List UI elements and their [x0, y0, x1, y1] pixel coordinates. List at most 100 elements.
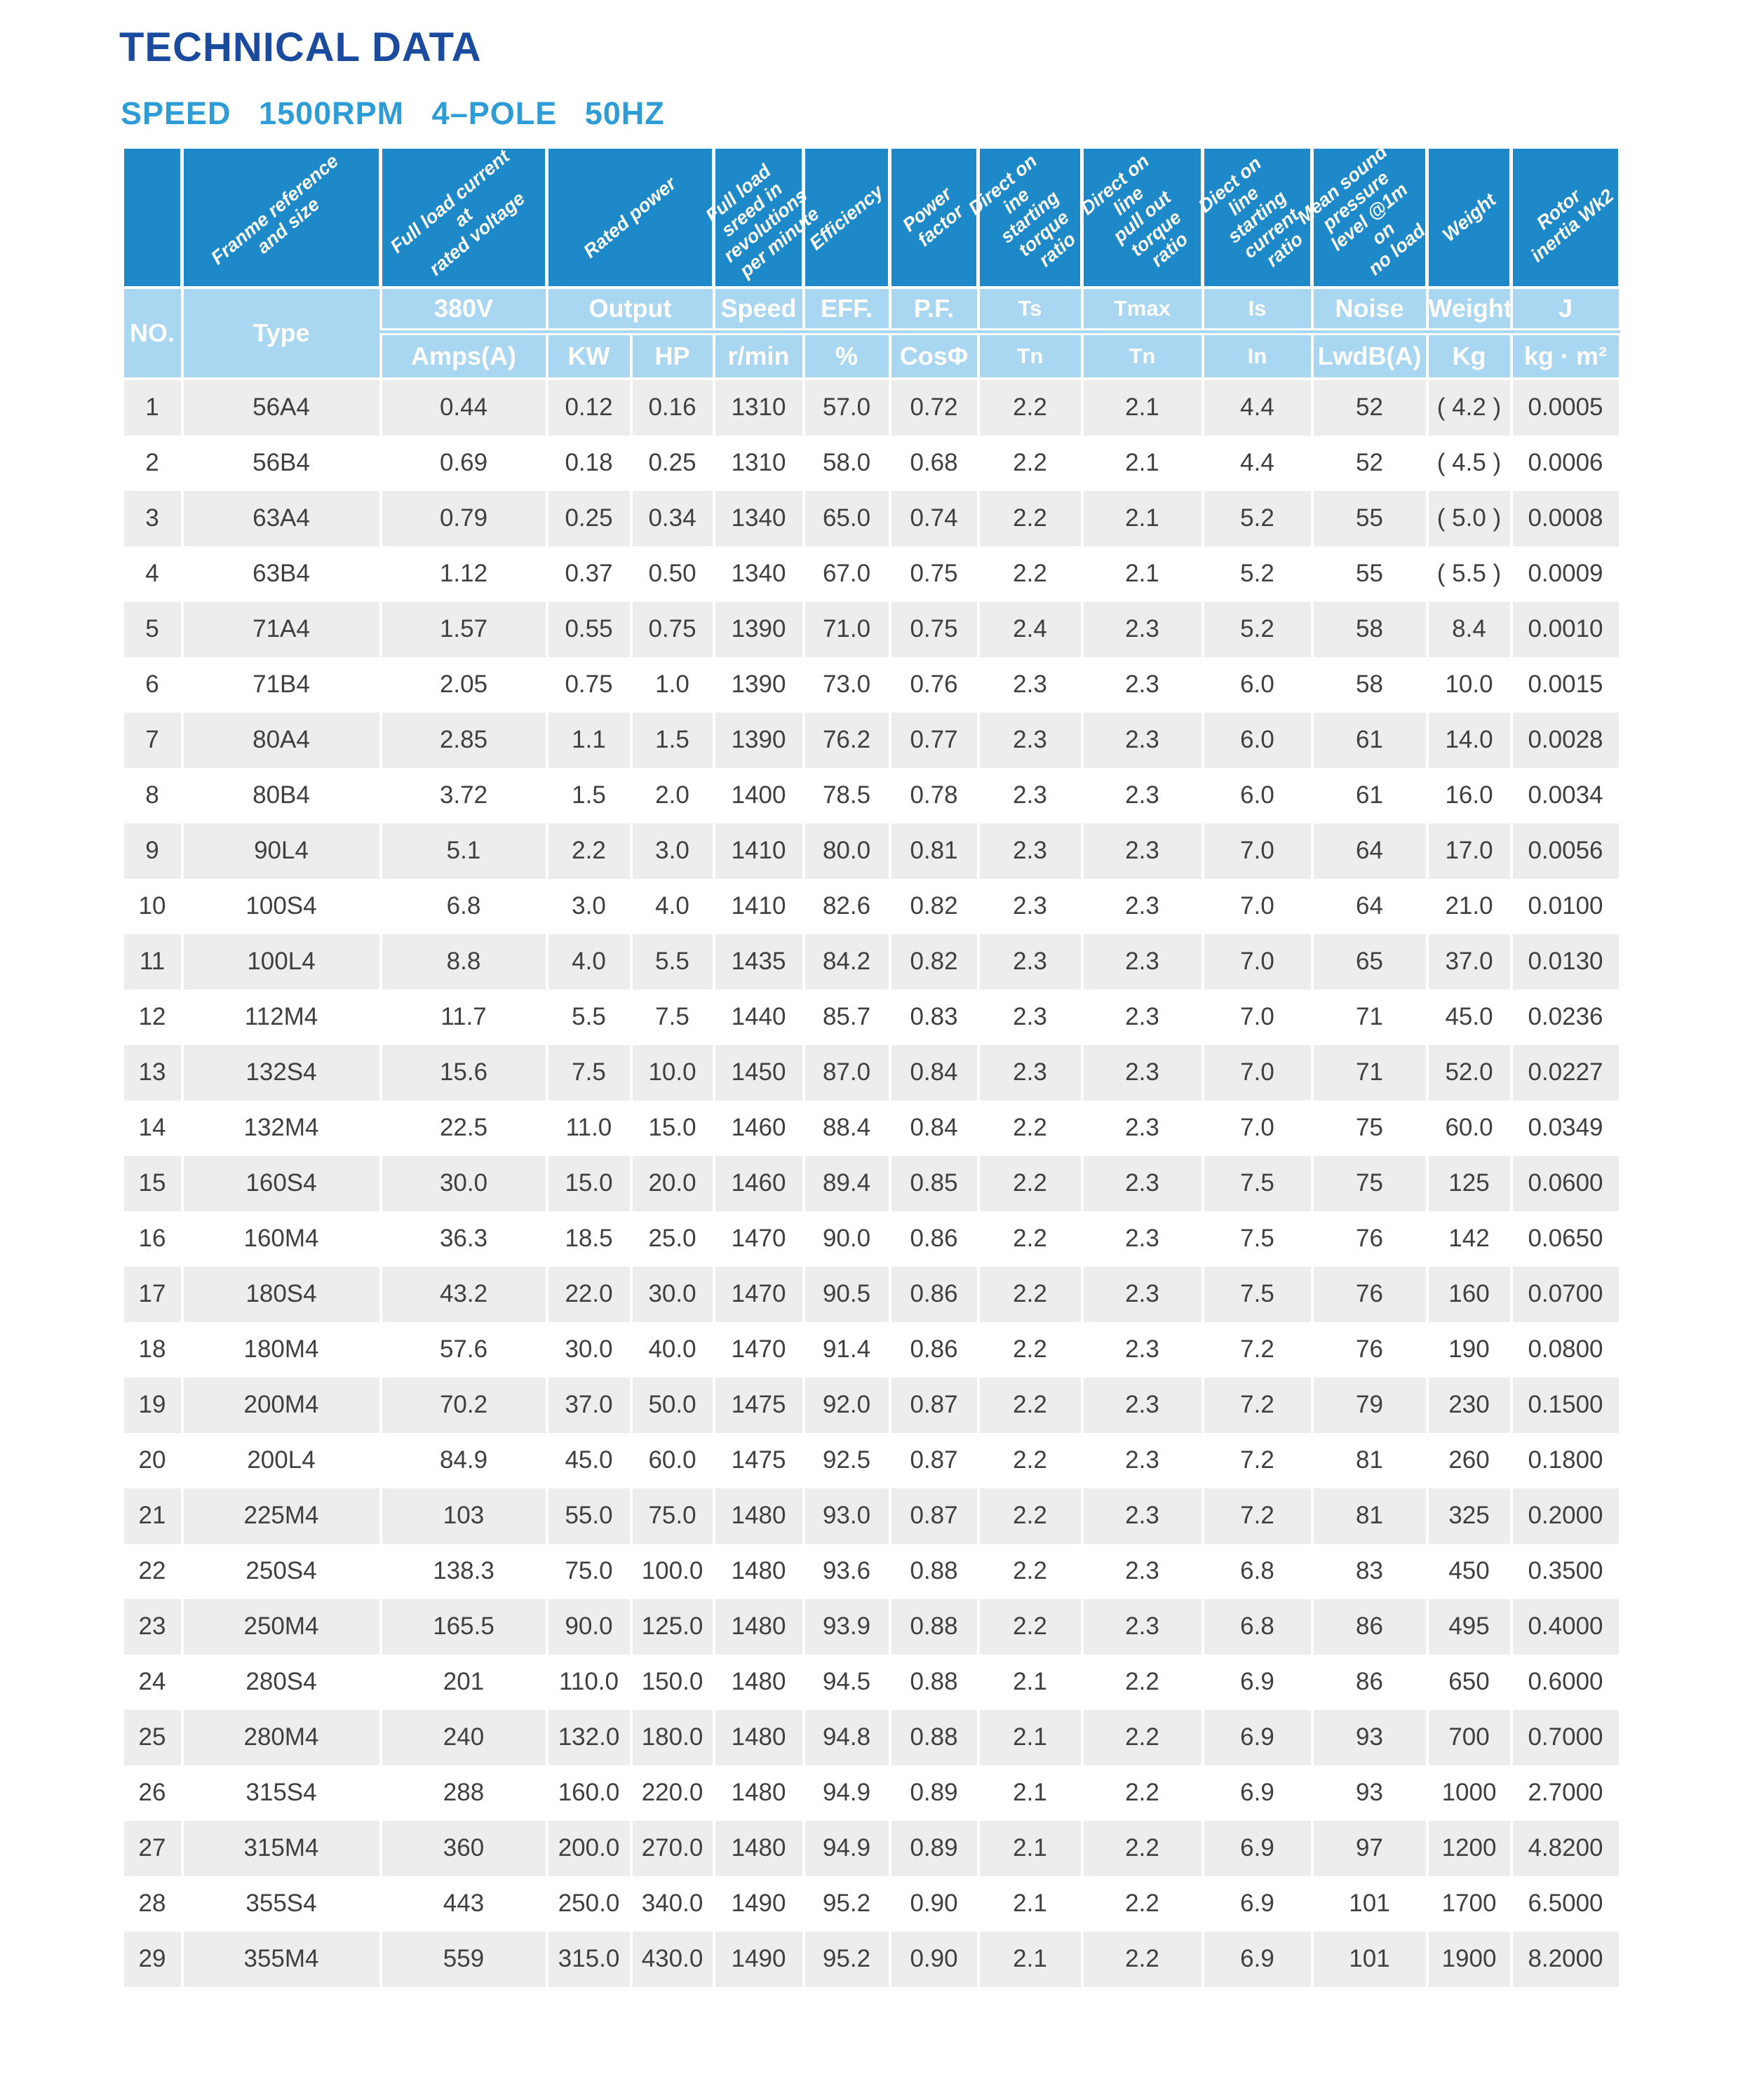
cell-type: 100L4	[180, 934, 382, 990]
cell-weight: 450	[1425, 1544, 1513, 1599]
cell-no: 14	[121, 1100, 184, 1156]
cell-pf: 0.87	[888, 1378, 980, 1433]
cell-ts: 2.2	[976, 546, 1084, 602]
cell-weight: 1900	[1425, 1932, 1513, 1987]
cell-noise: 76	[1310, 1267, 1429, 1322]
cell-hp: 0.34	[629, 491, 715, 546]
cell-weight: 142	[1425, 1211, 1513, 1267]
cell-pf: 0.85	[888, 1156, 980, 1211]
cell-weight: 1200	[1425, 1821, 1513, 1876]
cell-speed: 1490	[712, 1876, 805, 1932]
cell-amps: 0.79	[379, 491, 548, 546]
cell-j: 0.0015	[1509, 657, 1622, 713]
table-row: 3 63A4 0.79 0.25 0.34 1340 65.0 0.74 2.2 2.1 5.2 55…	[121, 491, 1622, 546]
header-pull-out-torque: Direct on line pull out torque ratio	[1077, 149, 1204, 289]
cell-eff: 95.2	[802, 1932, 891, 1987]
cell-weight: 230	[1425, 1378, 1513, 1433]
cell-hp: 3.0	[629, 823, 715, 879]
cell-type: 315M4	[180, 1821, 382, 1876]
cell-ts: 2.1	[976, 1655, 1084, 1710]
cell-pf: 0.75	[888, 546, 980, 602]
cell-weight: 37.0	[1425, 934, 1513, 990]
cell-is: 6.9	[1201, 1932, 1314, 1987]
cell-ts: 2.3	[976, 713, 1084, 768]
cell-j: 0.7000	[1509, 1710, 1622, 1765]
cell-no: 25	[121, 1710, 184, 1765]
header-starting-current: Diect on line starting current ratio	[1194, 149, 1314, 289]
cell-hp: 100.0	[629, 1544, 715, 1599]
cell-speed: 1440	[712, 990, 805, 1045]
cell-kw: 90.0	[545, 1599, 633, 1655]
table-row: 20 200L4 84.9 45.0 60.0 1475 92.5 0.87 2.2 2.3 7.2…	[121, 1433, 1622, 1488]
cell-amps: 11.7	[379, 990, 548, 1045]
cell-ts: 2.1	[976, 1932, 1084, 1987]
cell-amps: 2.05	[379, 657, 548, 713]
table-row: 14 132M4 22.5 11.0 15.0 1460 88.4 0.84 2.2 2.3 7.0…	[121, 1100, 1622, 1156]
cell-amps: 6.8	[379, 879, 548, 934]
cell-ts: 2.2	[976, 379, 1084, 436]
cell-is: 7.2	[1201, 1488, 1314, 1544]
cell-hp: 30.0	[629, 1267, 715, 1322]
cell-eff: 78.5	[802, 768, 891, 823]
cell-tmax: 2.3	[1080, 1544, 1204, 1599]
cell-is: 7.0	[1201, 1045, 1314, 1100]
cell-noise: 64	[1310, 879, 1429, 934]
header-power-factor: Power factor	[888, 149, 980, 289]
cell-pf: 0.87	[888, 1433, 980, 1488]
cell-kw: 4.0	[545, 934, 633, 990]
table-row: 8 80B4 3.72 1.5 2.0 1400 78.5 0.78 2.3 2.3 6.0 61 16…	[121, 768, 1622, 823]
cell-tmax: 2.3	[1080, 934, 1204, 990]
table-body: 1 56A4 0.44 0.12 0.16 1310 57.0 0.72 2.2 2.1 4.4 52…	[121, 379, 1622, 1987]
cell-pf: 0.84	[888, 1100, 980, 1156]
cell-weight: ( 5.0 )	[1425, 491, 1513, 546]
diagonal-label: Mean sound pressure level @1m on no load	[1293, 141, 1429, 280]
cell-noise: 55	[1310, 546, 1429, 602]
cell-tmax: 2.3	[1080, 768, 1204, 823]
subheader-row-2: Amps(A) KW HP r/min % CosΦ Tn Tn In LwdB…	[123, 330, 1622, 380]
table-row: 1 56A4 0.44 0.12 0.16 1310 57.0 0.72 2.2 2.1 4.4 52…	[121, 379, 1622, 436]
cell-ts: 2.2	[976, 1211, 1084, 1267]
cell-noise: 52	[1310, 436, 1429, 491]
cell-pf: 0.83	[888, 990, 980, 1045]
cell-ts: 2.2	[976, 1322, 1084, 1378]
header-weight: Weight	[1425, 149, 1513, 289]
cell-speed: 1410	[712, 879, 805, 934]
cell-kw: 5.5	[545, 990, 633, 1045]
cell-no: 17	[121, 1267, 184, 1322]
cell-no: 19	[121, 1378, 184, 1433]
cell-is: 7.0	[1201, 1100, 1314, 1156]
cell-noise: 76	[1310, 1211, 1429, 1267]
cell-speed: 1340	[712, 491, 805, 546]
cell-no: 20	[121, 1433, 184, 1488]
cell-ts: 2.2	[976, 1433, 1084, 1488]
cell-kw: 0.25	[545, 491, 633, 546]
cell-tmax: 2.3	[1080, 1599, 1204, 1655]
diagonal-label: Full load current at rated voltage	[386, 145, 530, 280]
table-row: 26 315S4 288 160.0 220.0 1480 94.9 0.89 2.1 2.2 6.…	[121, 1765, 1622, 1821]
cell-no: 12	[121, 990, 184, 1045]
cell-hp: 75.0	[629, 1488, 715, 1544]
cell-hp: 430.0	[629, 1932, 715, 1987]
diagonal-label: Franme reference and size	[206, 150, 342, 269]
cell-speed: 1390	[712, 602, 805, 657]
cell-no: 1	[121, 379, 184, 436]
cell-eff: 87.0	[802, 1045, 891, 1100]
cell-j: 0.2000	[1509, 1488, 1622, 1544]
cell-noise: 52	[1310, 379, 1429, 436]
cell-noise: 58	[1310, 657, 1429, 713]
cell-speed: 1410	[712, 823, 805, 879]
cell-j: 0.0028	[1509, 713, 1622, 768]
cell-noise: 79	[1310, 1378, 1429, 1433]
cell-tmax: 2.3	[1080, 1433, 1204, 1488]
cell-type: 250S4	[180, 1544, 382, 1599]
col-header-no: NO.	[121, 286, 184, 380]
cell-hp: 20.0	[629, 1156, 715, 1211]
cell-speed: 1480	[712, 1710, 805, 1765]
cell-weight: 495	[1425, 1599, 1513, 1655]
cell-hp: 7.5	[629, 990, 715, 1045]
cell-type: 200M4	[180, 1378, 382, 1433]
cell-is: 5.2	[1201, 491, 1314, 546]
header-starting-torque: Direct on ine starting torque ratio	[964, 149, 1084, 289]
cell-type: 355M4	[180, 1932, 382, 1987]
cell-hp: 10.0	[629, 1045, 715, 1100]
